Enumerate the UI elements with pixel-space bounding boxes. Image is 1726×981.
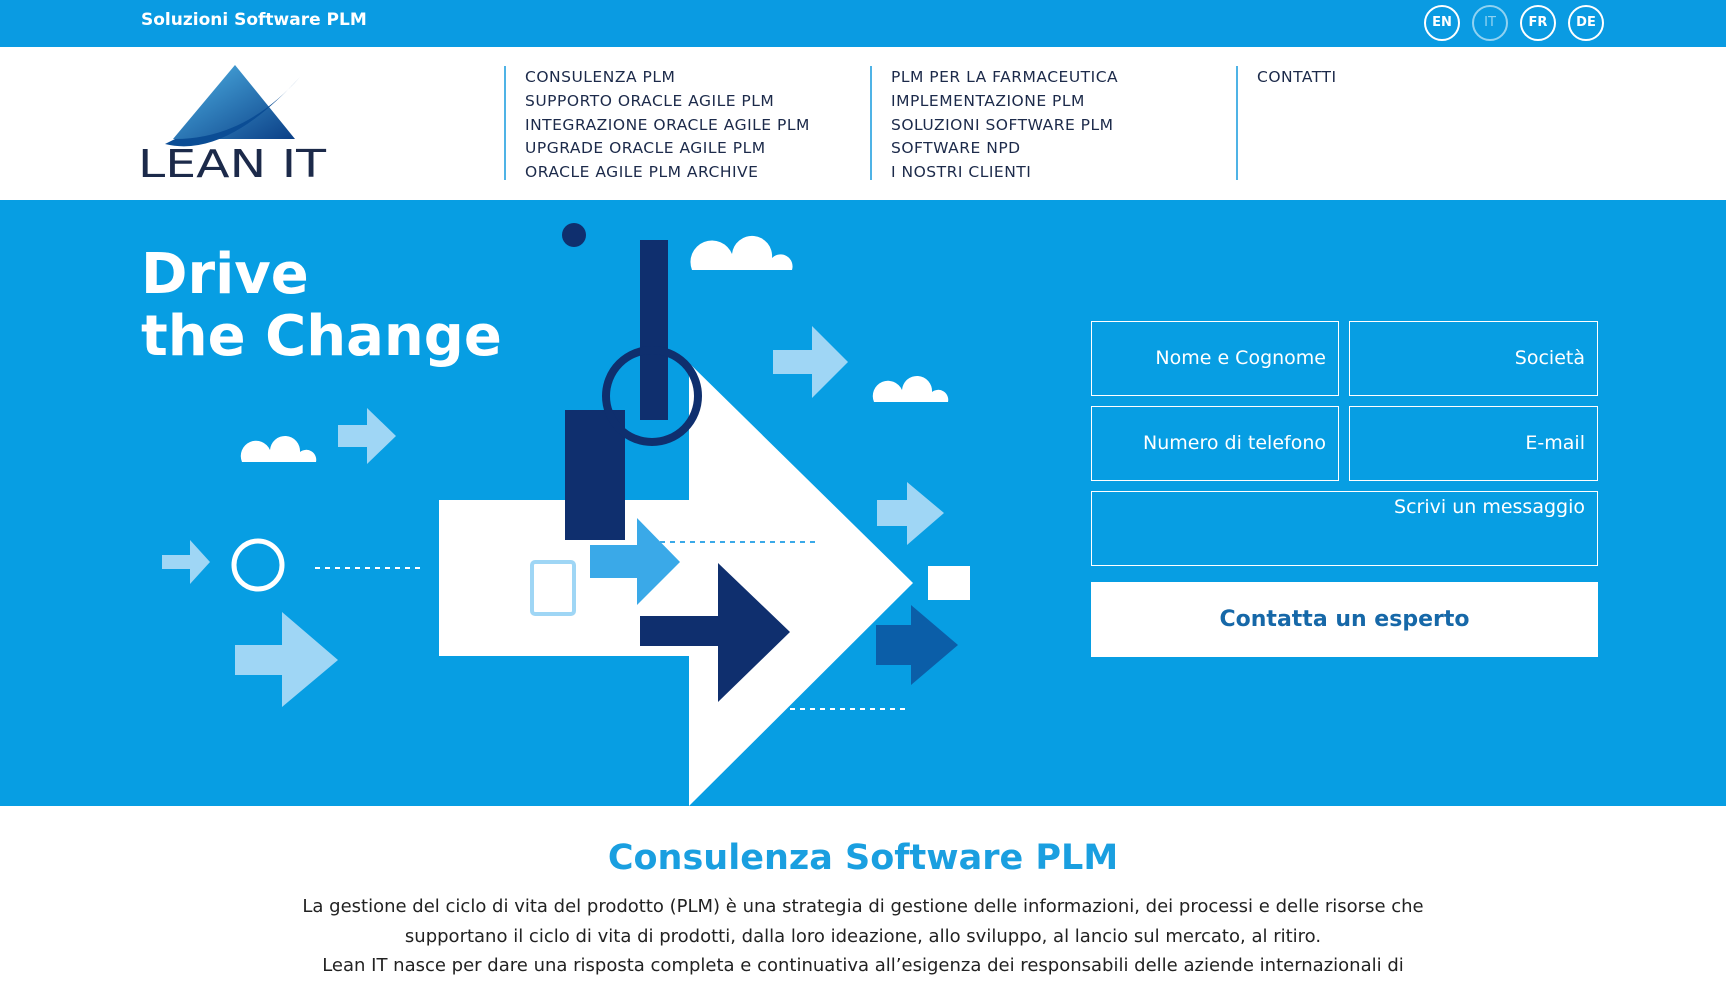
logo-swoosh xyxy=(165,77,300,147)
input-field[interactable]: Società xyxy=(1349,321,1598,396)
navy-arrow xyxy=(640,563,790,702)
cloud xyxy=(872,375,949,402)
icon-clipboard xyxy=(530,560,576,616)
lang-de[interactable]: DE xyxy=(1568,5,1604,41)
icon-magnifier xyxy=(231,538,285,592)
nav-link[interactable]: SOFTWARE NPD xyxy=(891,139,1021,158)
cloud xyxy=(690,235,793,270)
nav-link[interactable]: PLM PER LA FARMACEUTICA xyxy=(891,68,1119,86)
arrow xyxy=(338,408,396,464)
nav-link[interactable]: UPGRADE ORACLE AGILE PLM xyxy=(525,139,766,158)
tagline[interactable]: Soluzioni Software PLM xyxy=(141,10,367,30)
figure-head xyxy=(562,223,586,247)
nav-column: CONTATTI xyxy=(1236,66,1337,180)
icon-truck xyxy=(928,566,970,600)
logo-text: LEAN IT xyxy=(138,142,327,186)
figure xyxy=(640,240,668,420)
section-title: Consulenza Software PLM xyxy=(607,838,1119,878)
nav-link[interactable]: CONTATTI xyxy=(1257,68,1337,86)
arrow xyxy=(877,482,944,545)
lang-it[interactable]: IT xyxy=(1472,5,1508,41)
nav-link[interactable]: INTEGRAZIONE ORACLE AGILE PLM xyxy=(525,115,810,134)
nav-link[interactable]: CONSULENZA PLM xyxy=(525,68,676,86)
hero-title: the Change xyxy=(141,304,502,369)
hero-illustration xyxy=(162,223,970,806)
lang-en[interactable]: EN xyxy=(1424,5,1460,41)
top-bar: Soluzioni Software PLM EN IT FR DE xyxy=(0,0,1726,47)
logo[interactable]: LEAN IT xyxy=(135,59,335,189)
input-field[interactable]: Numero di telefono xyxy=(1091,406,1339,481)
paragraph-line: supportano il ciclo di vita di prodotti,… xyxy=(404,925,1322,947)
intro-section: Consulenza Software PLM La gestione del … xyxy=(0,806,1726,981)
paragraph-line: Lean IT nasce per dare una risposta comp… xyxy=(322,955,1404,976)
cloud xyxy=(240,435,317,462)
arrow xyxy=(773,326,848,398)
paragraph-line: La gestione del ciclo di vita del prodot… xyxy=(302,896,1424,917)
big-arrow xyxy=(689,363,913,806)
submit-button[interactable]: Contatta un esperto xyxy=(1091,582,1598,657)
nav-link[interactable]: IMPLEMENTAZIONE PLM xyxy=(891,91,1085,110)
nav-link[interactable]: SUPPORTO ORACLE AGILE PLM xyxy=(525,91,775,110)
logo-triangle xyxy=(173,65,295,139)
lang-fr[interactable]: FR xyxy=(1520,5,1556,41)
arrow xyxy=(590,518,680,605)
input-field[interactable]: Nome e Cognome xyxy=(1091,321,1339,396)
nav-column: CONSULENZA PLM SUPPORTO ORACLE AGILE PLM I… xyxy=(504,66,810,181)
hero: Drive the Change Nome e Cognome Società … xyxy=(0,200,1726,806)
arrow xyxy=(235,612,338,707)
input-field[interactable]: E-mail xyxy=(1349,406,1598,481)
figure xyxy=(565,410,625,540)
nav-link[interactable]: ORACLE AGILE PLM ARCHIVE xyxy=(525,163,759,182)
nav-column: PLM PER LA FARMACEUTICA IMPLEMENTAZIONE P… xyxy=(870,66,1119,181)
header: LEAN IT CONSULENZA PLM SUPPORTO ORACLE AG… xyxy=(0,47,1726,200)
nav-link[interactable]: I NOSTRI CLIENTI xyxy=(891,163,1032,182)
nav-link[interactable]: SOLUZIONI SOFTWARE PLM xyxy=(891,115,1114,134)
hero-title: Drive xyxy=(141,242,309,307)
arrow xyxy=(876,605,958,685)
textarea[interactable]: Scrivi un messaggio xyxy=(1091,491,1598,566)
ship-wheel xyxy=(602,346,702,446)
arrow xyxy=(162,540,210,584)
